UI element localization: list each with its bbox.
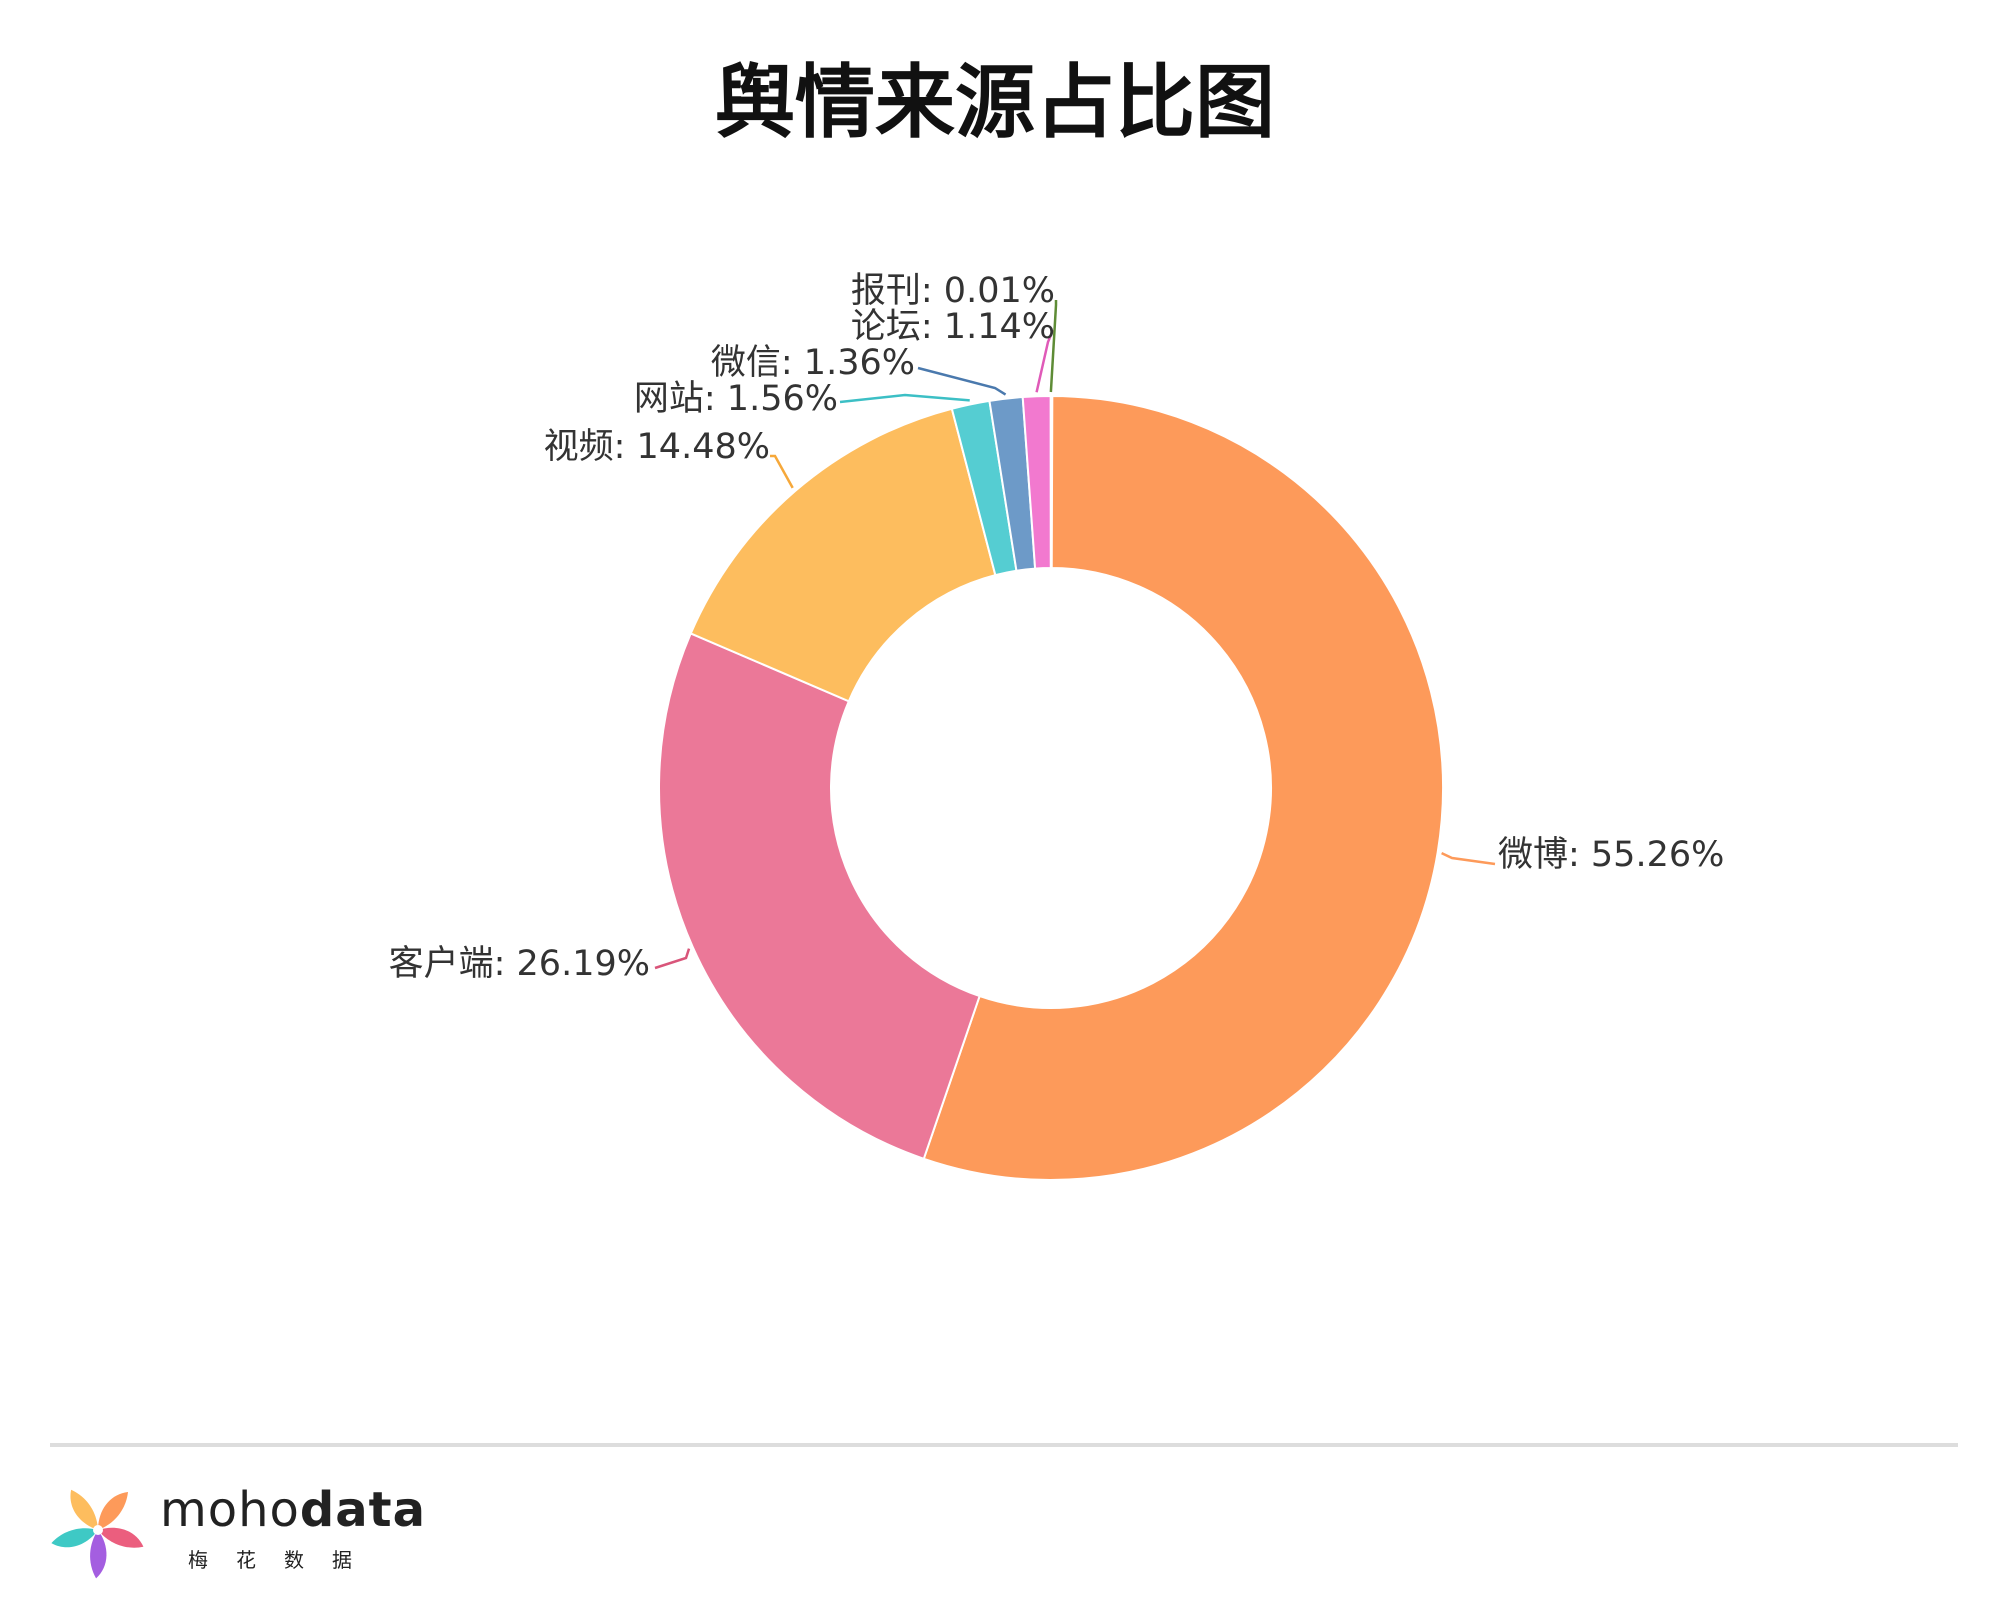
label-微信: 微信: 1.36%: [711, 343, 915, 383]
label-客户端: 客户端: 26.19%: [389, 944, 650, 984]
leader-lines-layer: [654, 300, 1496, 970]
labels-layer: 微博: 55.26% 客户端: 26.19% 视频: 14.48% 网站: 1.56%…: [389, 271, 1725, 984]
brand-block: mohodata 梅花数据: [48, 1480, 448, 1580]
pinwheel-logo-icon: [51, 1489, 144, 1579]
leader-line-网站: [839, 393, 970, 404]
slices-layer: [658, 394, 1444, 1181]
leader-line-论坛: [1035, 329, 1055, 393]
logo-petal: [98, 1527, 144, 1548]
label-网站: 网站: 1.56%: [634, 379, 838, 419]
leader-line-微博: [1441, 852, 1496, 866]
brand-name: mohodata: [160, 1480, 426, 1540]
slice-视频: [689, 407, 997, 703]
logo-petal: [51, 1528, 98, 1548]
leader-line-视频: [770, 454, 794, 489]
leader-line-微信: [917, 366, 1007, 396]
label-报刊: 报刊: 0.01%: [851, 271, 1055, 311]
brand-tagline: 梅花数据: [188, 1548, 380, 1572]
logo-petal: [90, 1530, 107, 1579]
footer-divider: [50, 1443, 1958, 1447]
brand-name-light: moho: [160, 1482, 300, 1538]
label-论坛: 论坛: 1.14%: [851, 307, 1055, 347]
brand-name-bold: data: [299, 1482, 427, 1538]
leader-line-客户端: [654, 948, 691, 970]
logo-petal: [98, 1492, 128, 1530]
slice-报刊: [1049, 394, 1054, 570]
label-微博: 微博: 55.26%: [1498, 835, 1724, 875]
slice-客户端: [658, 632, 981, 1161]
slice-微博: [922, 394, 1444, 1181]
logo-petal: [70, 1489, 98, 1530]
chart-title: 舆情来源占比图: [715, 56, 1275, 149]
leader-line-报刊: [1049, 300, 1058, 393]
label-视频: 视频: 14.48%: [544, 427, 770, 467]
